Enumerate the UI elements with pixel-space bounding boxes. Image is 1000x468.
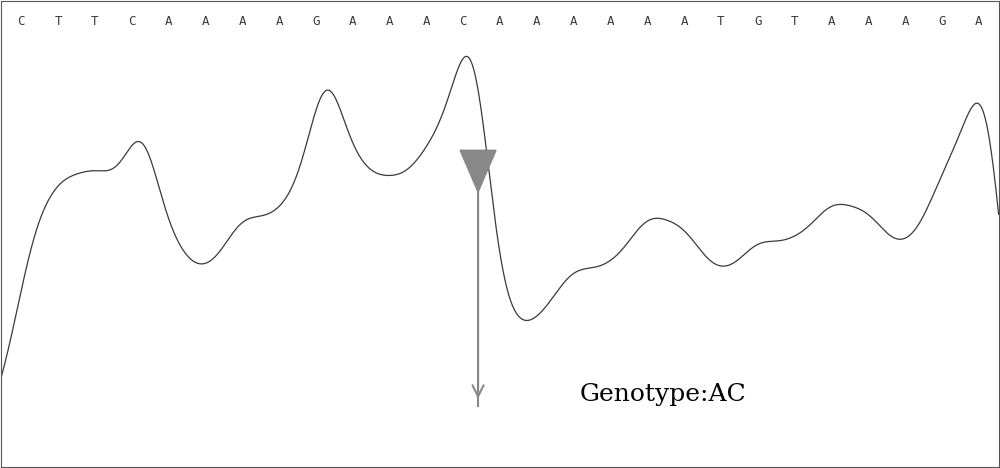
- Text: A: A: [975, 15, 982, 29]
- Text: A: A: [496, 15, 504, 29]
- Text: A: A: [901, 15, 909, 29]
- Text: A: A: [386, 15, 393, 29]
- Text: C: C: [459, 15, 467, 29]
- Text: A: A: [202, 15, 209, 29]
- Text: A: A: [644, 15, 651, 29]
- Text: A: A: [533, 15, 541, 29]
- Text: A: A: [165, 15, 172, 29]
- Text: A: A: [570, 15, 577, 29]
- Text: C: C: [18, 15, 25, 29]
- Text: C: C: [128, 15, 136, 29]
- Text: G: G: [312, 15, 320, 29]
- Text: A: A: [680, 15, 688, 29]
- Text: A: A: [275, 15, 283, 29]
- Text: A: A: [239, 15, 246, 29]
- Text: A: A: [607, 15, 614, 29]
- Text: T: T: [791, 15, 798, 29]
- Text: A: A: [349, 15, 356, 29]
- Polygon shape: [460, 150, 496, 192]
- Text: G: G: [754, 15, 761, 29]
- Text: Genotype:AC: Genotype:AC: [580, 383, 747, 406]
- Text: A: A: [864, 15, 872, 29]
- Text: T: T: [717, 15, 725, 29]
- Text: G: G: [938, 15, 946, 29]
- Text: T: T: [54, 15, 62, 29]
- Text: A: A: [423, 15, 430, 29]
- Text: A: A: [828, 15, 835, 29]
- Text: T: T: [91, 15, 99, 29]
